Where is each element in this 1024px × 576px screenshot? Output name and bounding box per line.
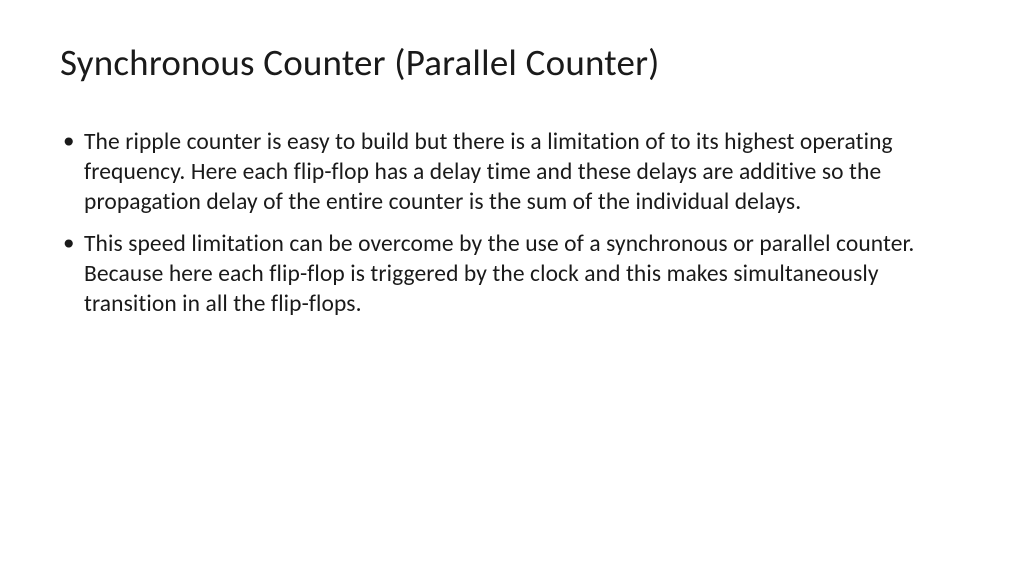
- bullet-item: The ripple counter is easy to build but …: [60, 127, 964, 217]
- slide-title: Synchronous Counter (Parallel Counter): [60, 40, 964, 85]
- bullet-list: The ripple counter is easy to build but …: [60, 127, 964, 319]
- bullet-item: This speed limitation can be overcome by…: [60, 229, 964, 319]
